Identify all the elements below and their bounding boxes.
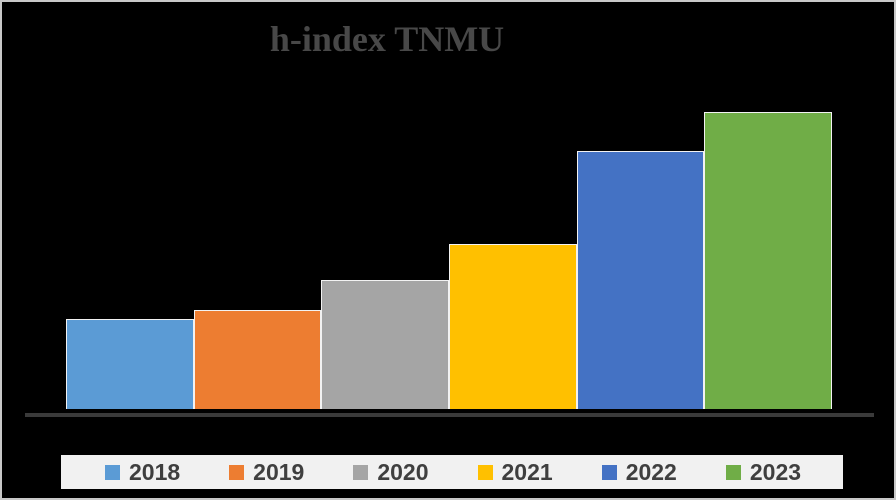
bar-2022 — [576, 151, 705, 409]
bar-2023 — [704, 112, 833, 409]
bar-2021 — [449, 244, 577, 409]
legend-label: 2021 — [501, 459, 553, 485]
legend-swatch-2023 — [725, 464, 741, 480]
legend-label: 2022 — [625, 459, 677, 485]
legend-item-2018: 2018 — [105, 455, 180, 489]
legend-item-2021: 2021 — [477, 455, 553, 489]
legend: 2018 2019 2020 2021 2022 2023 — [61, 455, 843, 489]
legend-label: 2019 — [253, 459, 305, 485]
legend-label: 2018 — [129, 459, 181, 485]
legend-label: 2020 — [377, 459, 429, 485]
legend-item-2023: 2023 — [725, 455, 802, 489]
legend-swatch-2018 — [105, 464, 120, 480]
legend-item-2019: 2019 — [229, 455, 304, 489]
legend-swatch-2020 — [353, 464, 369, 480]
bar-2019 — [193, 310, 322, 409]
bar-2020 — [321, 280, 450, 409]
legend-swatch-2021 — [477, 464, 493, 480]
plot-area — [66, 77, 833, 409]
legend-item-2022: 2022 — [601, 455, 677, 489]
bar-2018 — [66, 319, 194, 409]
x-axis-line — [25, 413, 874, 417]
legend-item-2020: 2020 — [353, 455, 429, 489]
legend-swatch-2022 — [601, 464, 617, 480]
legend-label: 2023 — [749, 459, 802, 485]
chart-title: h-index TNMU — [269, 19, 505, 59]
legend-swatch-2019 — [229, 464, 245, 480]
